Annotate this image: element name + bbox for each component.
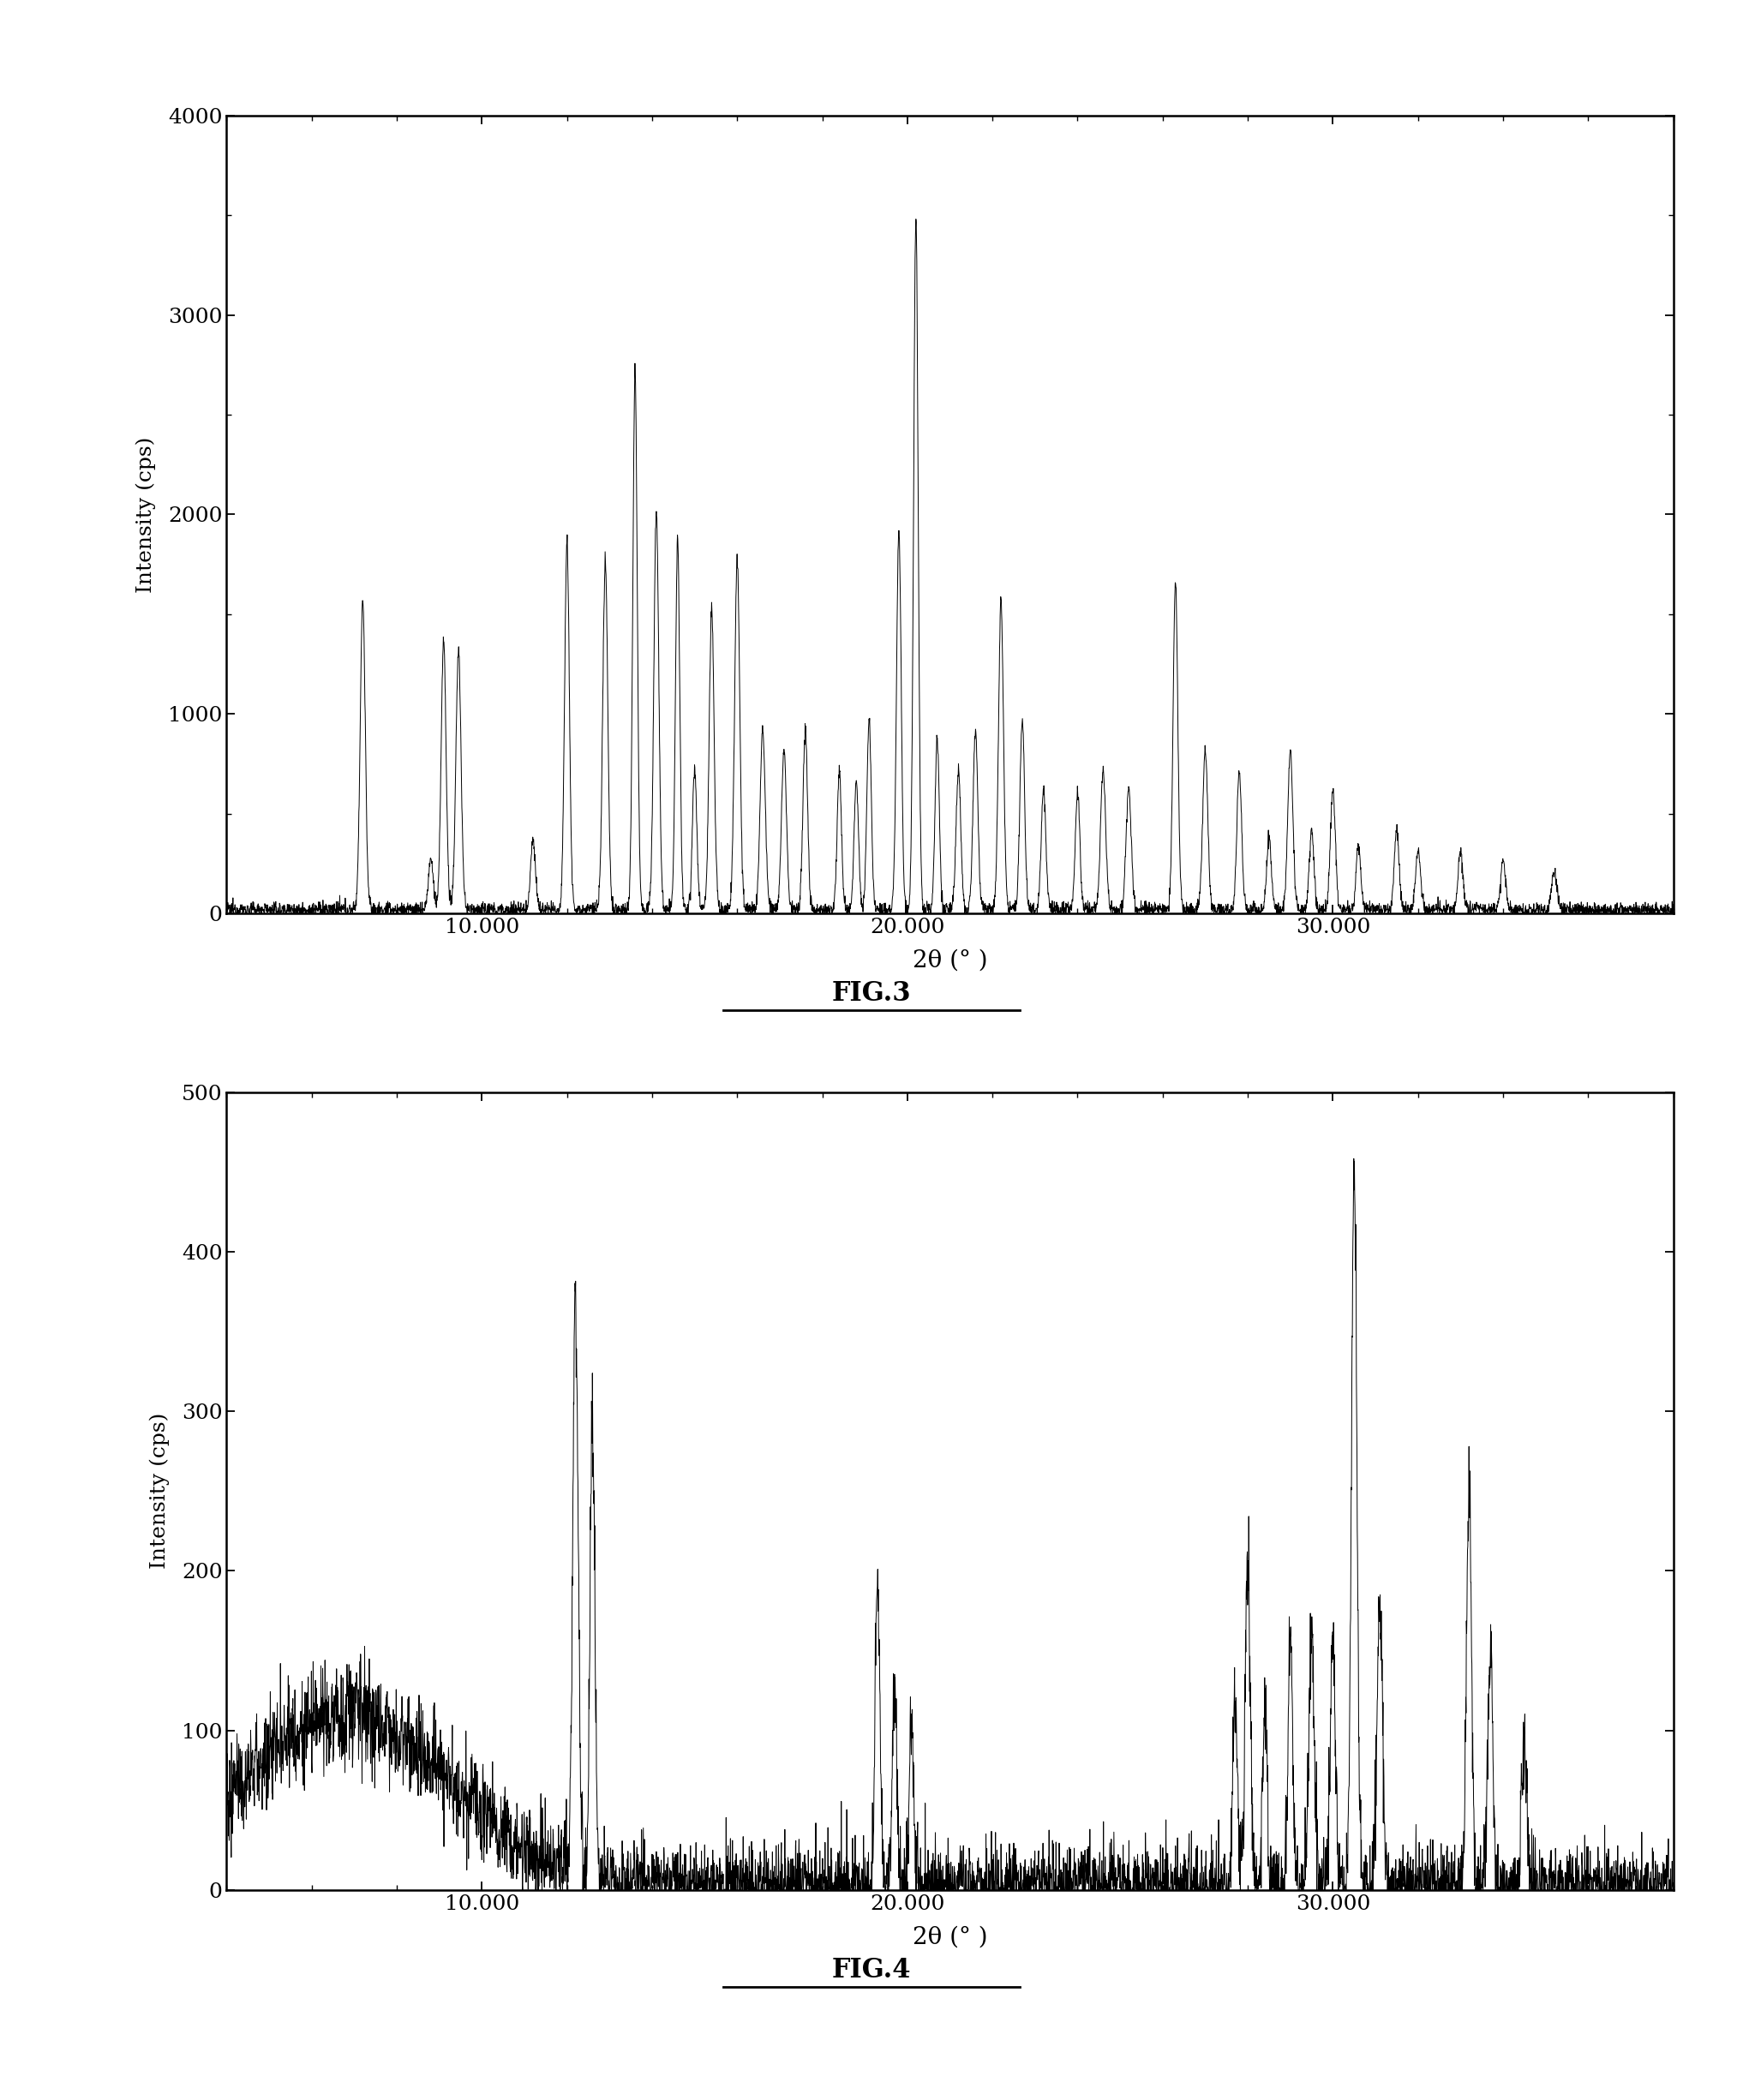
X-axis label: 2θ (° ): 2θ (° ) [912,949,988,972]
Y-axis label: Intensity (cps): Intensity (cps) [136,437,157,592]
Text: FIG.4: FIG.4 [831,1957,912,1982]
X-axis label: 2θ (° ): 2θ (° ) [912,1926,988,1949]
Text: FIG.3: FIG.3 [831,981,912,1006]
Y-axis label: Intensity (cps): Intensity (cps) [150,1413,169,1569]
